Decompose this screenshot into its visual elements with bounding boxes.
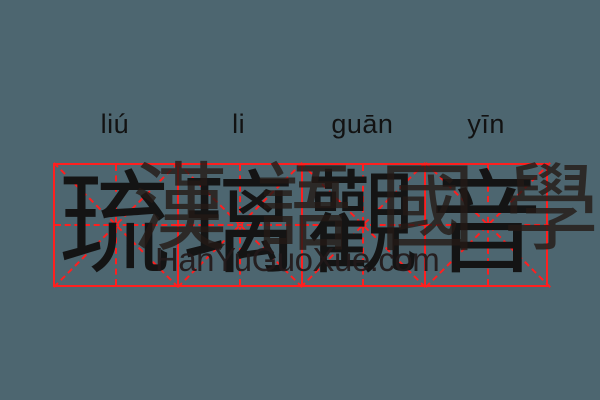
practice-grid: [52, 162, 552, 288]
pinyin-syllable-4: yīn: [467, 108, 505, 139]
grid-cell-2: [176, 162, 303, 288]
grid-diagonal-down-icon: [176, 162, 303, 288]
grid-diagonal-up-icon: [300, 162, 427, 288]
pinyin-syllable-1: liú: [100, 108, 130, 139]
grid-vertical-guide: [487, 165, 490, 285]
grid-cell-4: [425, 162, 552, 288]
grid-vertical-guide: [362, 165, 365, 285]
grid-diagonal-up-icon: [425, 162, 552, 288]
grid-horizontal-guide: [178, 224, 301, 226]
grid-diagonal-down-icon: [300, 162, 427, 288]
grid-diagonal-up-icon: [52, 162, 179, 288]
grid-horizontal-guide: [302, 224, 425, 226]
grid-horizontal-guide: [55, 224, 177, 226]
grid-vertical-guide: [238, 165, 241, 285]
pinyin-syllable-3: guān: [331, 108, 394, 139]
grid-diagonal-down-icon: [425, 162, 552, 288]
grid-cell-1: [52, 162, 179, 288]
grid-vertical-guide: [114, 165, 117, 285]
grid-diagonal-up-icon: [176, 162, 303, 288]
grid-cell-3: [300, 162, 427, 288]
pinyin-row: liú li guān yīn: [53, 103, 548, 145]
grid-horizontal-guide: [426, 224, 550, 226]
grid-diagonal-down-icon: [52, 162, 179, 288]
pinyin-syllable-2: li: [232, 108, 246, 139]
